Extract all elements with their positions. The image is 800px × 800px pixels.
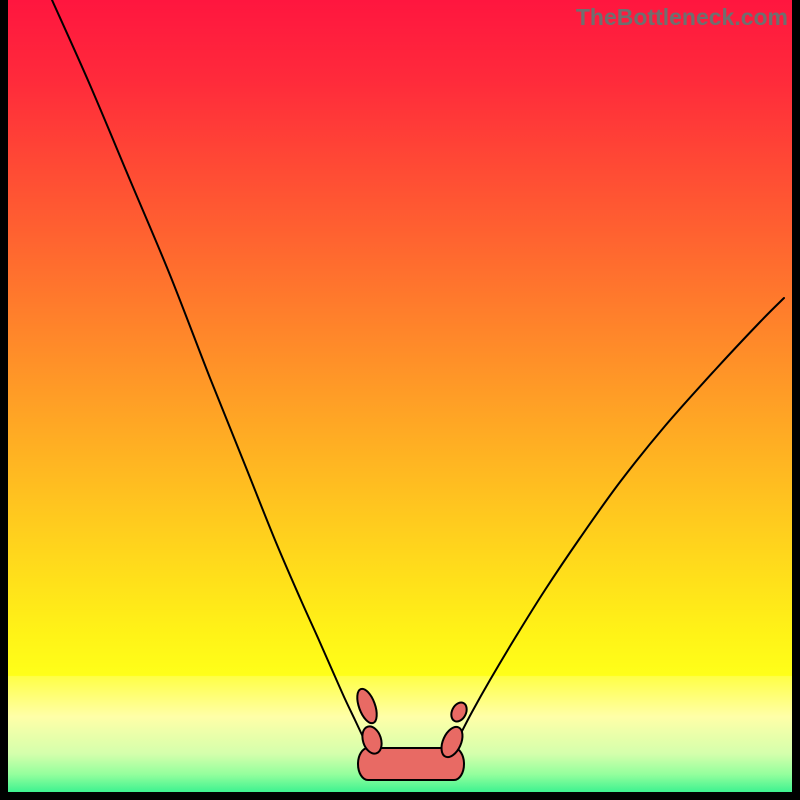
watermark-text: TheBottleneck.com <box>576 4 788 31</box>
gradient-background <box>8 0 792 792</box>
plot-svg <box>8 0 792 792</box>
plot-area <box>8 0 792 792</box>
